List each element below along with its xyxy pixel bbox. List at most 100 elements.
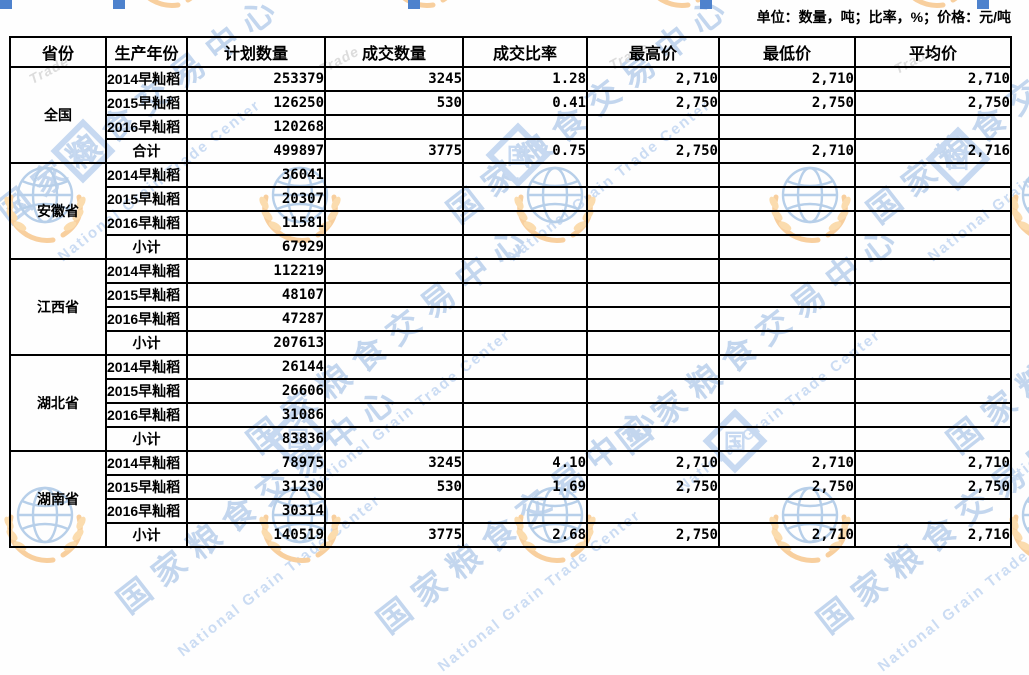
high-price-cell: [586, 234, 720, 260]
ratio-cell: [462, 306, 588, 332]
low-price-cell: 2,710: [718, 522, 856, 548]
column-header-planned-qty: 计划数量: [186, 36, 326, 68]
year-cell: 2014早籼稻: [105, 354, 188, 380]
high-price-cell: [586, 306, 720, 332]
globe-wheat-icon: [630, 0, 730, 25]
avg-price-cell: [854, 378, 1012, 404]
avg-price-cell: [854, 234, 1012, 260]
avg-price-cell: [854, 306, 1012, 332]
low-price-cell: [718, 282, 856, 308]
planned-qty-cell: 207613: [186, 330, 326, 356]
low-price-cell: [718, 330, 856, 356]
ratio-cell: [462, 378, 588, 404]
column-header-ratio: 成交比率: [462, 36, 588, 68]
table-body: 全国 2014早籼稻 253379 3245 1.28 2,710 2,710 2,710 20…: [9, 66, 1012, 548]
year-cell: 2015早籼稻: [105, 378, 188, 404]
traded-qty-cell: [324, 114, 464, 140]
traded-qty-cell: [324, 234, 464, 260]
ratio-cell: [462, 402, 588, 428]
planned-qty-cell: 78975: [186, 450, 326, 476]
auction-results-table: 省份 生产年份 计划数量 成交数量 成交比率 最高价 最低价 平均价 全国 201…: [9, 36, 1012, 548]
planned-qty-cell: 26606: [186, 378, 326, 404]
table-row: 合计 499897 3775 0.75 2,750 2,710 2,716: [10, 138, 1012, 164]
ratio-cell: [462, 234, 588, 260]
traded-qty-cell: 3245: [324, 66, 464, 92]
low-price-cell: 2,750: [718, 90, 856, 116]
column-header-avg-price: 平均价: [854, 36, 1012, 68]
province-cell: 江西省: [9, 258, 107, 356]
table-row: 2016早籼稻 31086: [10, 402, 1012, 428]
traded-qty-cell: 3775: [324, 138, 464, 164]
ratio-cell: 2.68: [462, 522, 588, 548]
high-price-cell: [586, 282, 720, 308]
table-row: 2016早籼稻 11581: [10, 210, 1012, 236]
high-price-cell: [586, 426, 720, 452]
table-row: 安徽省 2014早籼稻 36041: [9, 162, 1012, 260]
province-cell: 安徽省: [9, 162, 107, 260]
globe-wheat-icon: [375, 0, 475, 25]
traded-qty-cell: 3775: [324, 522, 464, 548]
avg-price-cell: [854, 354, 1012, 380]
low-price-cell: [718, 234, 856, 260]
high-price-cell: 2,710: [586, 66, 720, 92]
low-price-cell: [718, 162, 856, 188]
planned-qty-cell: 47287: [186, 306, 326, 332]
planned-qty-cell: 140519: [186, 522, 326, 548]
high-price-cell: [586, 330, 720, 356]
table-row: 小计 140519 3775 2.68 2,750 2,710 2,716: [10, 522, 1012, 548]
low-price-cell: 2,710: [718, 66, 856, 92]
table-row: 小计 207613: [10, 330, 1012, 356]
ratio-cell: [462, 282, 588, 308]
high-price-cell: [586, 354, 720, 380]
year-cell: 2016早籼稻: [105, 402, 188, 428]
avg-price-cell: 2,750: [854, 90, 1012, 116]
header-row: 省份 生产年份 计划数量 成交数量 成交比率 最高价 最低价 平均价: [9, 36, 1012, 68]
column-header-high-price: 最高价: [586, 36, 720, 68]
column-header-year: 生产年份: [105, 36, 188, 68]
planned-qty-cell: 253379: [186, 66, 326, 92]
high-price-cell: 2,750: [586, 138, 720, 164]
year-cell: 2014早籼稻: [105, 258, 188, 284]
high-price-cell: 2,710: [586, 450, 720, 476]
unit-note: 单位：数量，吨；比率，%；价格：元/吨: [756, 9, 1011, 25]
low-price-cell: 2,710: [718, 138, 856, 164]
subtotal-label-cell: 小计: [105, 426, 188, 452]
traded-qty-cell: [324, 498, 464, 524]
high-price-cell: [586, 114, 720, 140]
traded-qty-cell: [324, 402, 464, 428]
traded-qty-cell: [324, 162, 464, 188]
avg-price-cell: 2,710: [854, 66, 1012, 92]
subtotal-label-cell: 小计: [105, 234, 188, 260]
table-row: 2015早籼稻 31230 530 1.69 2,750 2,750 2,750: [10, 474, 1012, 500]
table-row: 2015早籼稻 20307: [10, 186, 1012, 212]
high-price-cell: [586, 258, 720, 284]
low-price-cell: [718, 426, 856, 452]
province-cell: 全国: [9, 66, 107, 164]
subtotal-label-cell: 小计: [105, 330, 188, 356]
avg-price-cell: [854, 186, 1012, 212]
ratio-cell: [462, 426, 588, 452]
table-header: 省份 生产年份 计划数量 成交数量 成交比率 最高价 最低价 平均价: [9, 36, 1012, 68]
low-price-cell: [718, 498, 856, 524]
watermark-fragment: [700, 0, 712, 9]
traded-qty-cell: [324, 186, 464, 212]
traded-qty-cell: [324, 306, 464, 332]
table-row: 江西省 2014早籼稻 112219: [9, 258, 1012, 356]
high-price-cell: [586, 378, 720, 404]
column-header-traded-qty: 成交数量: [324, 36, 464, 68]
avg-price-cell: [854, 426, 1012, 452]
ratio-cell: [462, 258, 588, 284]
year-cell: 2015早籼稻: [105, 90, 188, 116]
year-cell: 2014早籼稻: [105, 66, 188, 92]
ratio-cell: 1.28: [462, 66, 588, 92]
traded-qty-cell: 3245: [324, 450, 464, 476]
planned-qty-cell: 26144: [186, 354, 326, 380]
low-price-cell: [718, 114, 856, 140]
low-price-cell: 2,750: [718, 474, 856, 500]
high-price-cell: [586, 210, 720, 236]
year-cell: 2015早籼稻: [105, 186, 188, 212]
planned-qty-cell: 83836: [186, 426, 326, 452]
avg-price-cell: [854, 162, 1012, 188]
ratio-cell: [462, 162, 588, 188]
low-price-cell: [718, 354, 856, 380]
